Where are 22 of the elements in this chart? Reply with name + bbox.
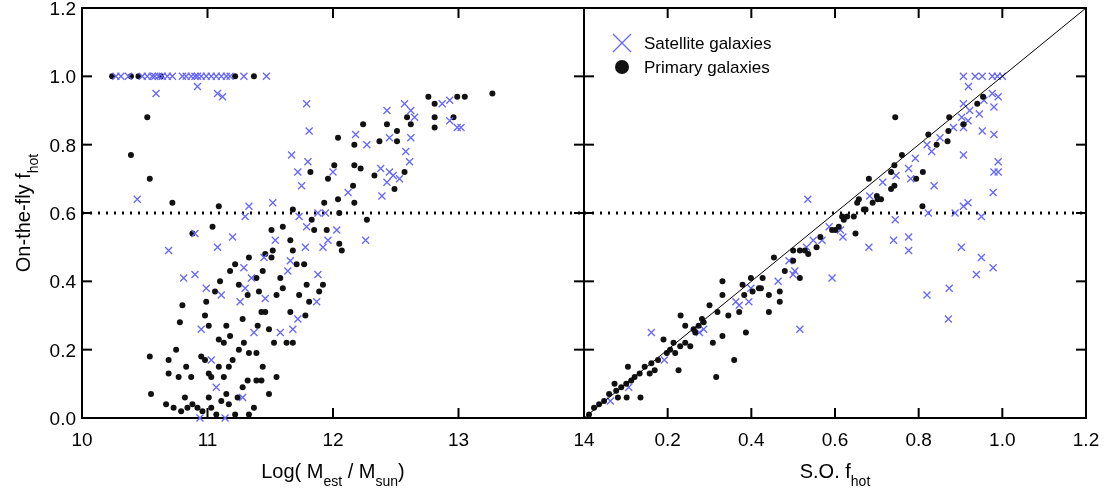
x-tick-label: 0.4: [738, 429, 765, 450]
x-tick-label: 1.0: [989, 429, 1016, 450]
x-tick-label: 0.8: [905, 429, 932, 450]
x-tick-label: 11: [197, 429, 218, 450]
legend-label: Satellite galaxies: [644, 34, 772, 53]
x-tick-label: 0.2: [654, 429, 681, 450]
y-tick-label: 0.6: [49, 203, 76, 224]
x-tick-label: 13: [447, 429, 470, 450]
y-tick-label: 0.0: [49, 408, 76, 429]
x-tick-label: 1.2: [1072, 429, 1100, 450]
x-tick-label: 10: [71, 429, 93, 450]
legend-label: Primary galaxies: [644, 58, 770, 77]
y-tick-label: 0.2: [49, 339, 76, 361]
x-tick-label: 0.6: [821, 429, 849, 450]
y-tick-label: 0.8: [49, 134, 76, 156]
y-tick-label: 0.4: [49, 271, 77, 293]
x-axis-title: S.O. f$_{hot}$: [799, 460, 871, 489]
x-axis-title: Log( M$_{est}$ / M$_{sun}$): [261, 460, 405, 489]
y-tick-label: 1.0: [49, 66, 76, 88]
y-tick-label: 1.2: [49, 0, 76, 19]
x-tick-label: 14: [573, 429, 595, 450]
x-tick-label: 12: [322, 429, 344, 450]
